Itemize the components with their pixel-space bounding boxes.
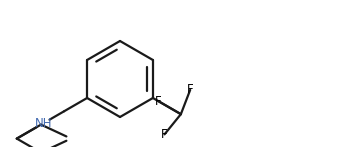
Text: F: F: [155, 95, 162, 108]
Text: F: F: [161, 128, 168, 141]
Text: NH: NH: [35, 117, 52, 130]
Text: F: F: [187, 83, 194, 96]
